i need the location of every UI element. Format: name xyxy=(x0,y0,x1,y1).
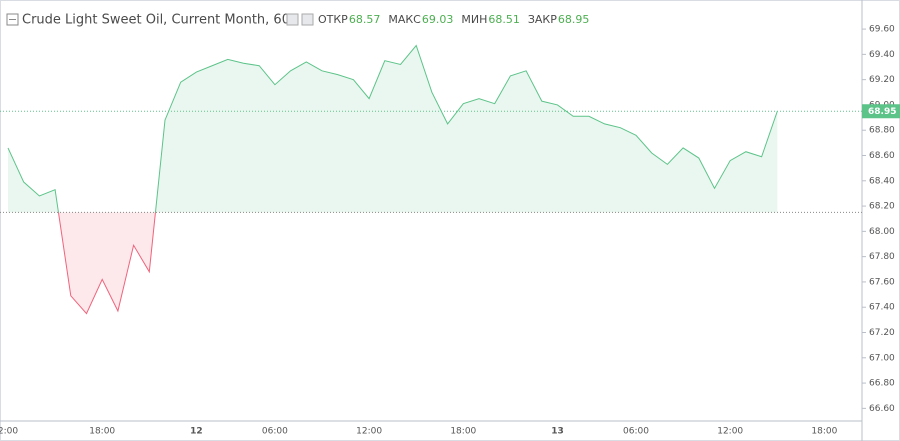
chart-title: Crude Light Sweet Oil, Current Month, 60 xyxy=(22,13,290,28)
area-fill xyxy=(8,45,778,314)
y-tick-label: 66.80 xyxy=(869,379,895,389)
x-tick-label: 18:00 xyxy=(811,427,837,437)
ohlc-label: МАКС xyxy=(388,13,421,26)
y-tick-label: 67.40 xyxy=(869,303,895,313)
visibility-icon[interactable] xyxy=(286,13,299,26)
x-tick-label: 06:00 xyxy=(623,427,649,437)
x-tick-label: 13 xyxy=(551,427,564,437)
x-tick-label: 12:00 xyxy=(356,427,382,437)
ohlc-label: ОТКР xyxy=(318,13,348,26)
ohlc-label: ЗАКР xyxy=(528,13,557,26)
menu-icon[interactable] xyxy=(6,13,19,26)
x-tick-label: 12:00 xyxy=(717,427,743,437)
y-tick-label: 67.60 xyxy=(869,277,895,287)
last-value-box xyxy=(862,104,900,119)
y-tick-label: 68.00 xyxy=(869,227,895,237)
y-tick-label: 68.20 xyxy=(869,202,895,212)
y-tick-label: 67.80 xyxy=(869,252,895,262)
ohlc-value: 68.51 xyxy=(488,13,520,26)
x-tick-label: 18:00 xyxy=(89,427,115,437)
y-tick-label: 67.00 xyxy=(869,353,895,363)
y-tick-label: 66.60 xyxy=(869,404,895,414)
x-tick-label: 12 xyxy=(190,427,203,437)
y-tick-label: 69.40 xyxy=(869,50,895,60)
ohlc-label: МИН xyxy=(461,13,487,26)
price-line xyxy=(7,44,778,315)
ohlc-value: 68.57 xyxy=(349,13,381,26)
settings-icon[interactable] xyxy=(301,13,314,26)
x-tick-label: 06:00 xyxy=(262,427,288,437)
y-tick-label: 68.60 xyxy=(869,151,895,161)
ohlc-value: 68.95 xyxy=(558,13,590,26)
y-tick-label: 68.80 xyxy=(869,126,895,136)
y-tick-label: 69.20 xyxy=(869,75,895,85)
x-tick-label: 2:00 xyxy=(0,427,18,437)
last-value-label: 68.95 xyxy=(868,107,896,117)
x-tick-label: 18:00 xyxy=(450,427,476,437)
ohlc-value: 69.03 xyxy=(422,13,454,26)
y-tick-label: 68.40 xyxy=(869,176,895,186)
y-tick-label: 67.20 xyxy=(869,328,895,338)
y-tick-label: 69.60 xyxy=(869,25,895,35)
